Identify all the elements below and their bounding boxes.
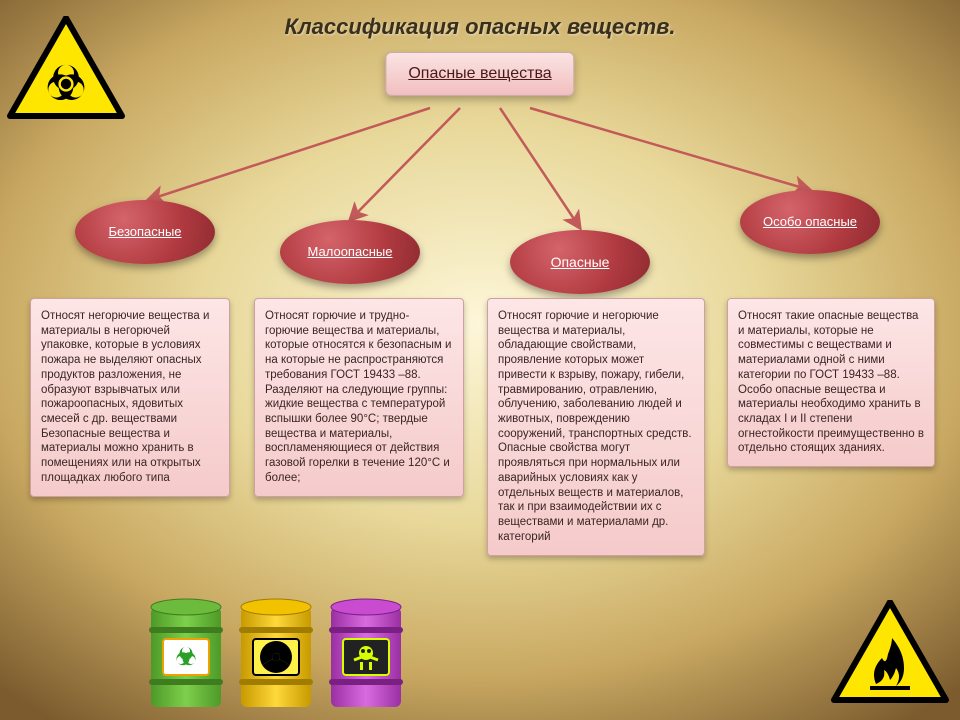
category-oval-very: Особо опасные <box>740 190 880 254</box>
category-label: Опасные <box>551 254 610 270</box>
flammable-warning-icon <box>830 600 950 704</box>
arrow-1 <box>148 108 430 200</box>
page-title: Классификация опасных веществ. <box>0 14 960 40</box>
category-oval-dangerous: Опасные <box>510 230 650 294</box>
desc-box-low: Относят горючие и трудно-горючие веществ… <box>254 298 464 497</box>
category-label: Безопасные <box>108 225 181 240</box>
barrel-yellow <box>235 597 317 712</box>
root-node: Опасные вещества <box>385 52 574 96</box>
desc-box-dangerous: Относят горючие и негорючие вещества и м… <box>487 298 705 556</box>
desc-box-safe: Относят негорючие вещества и материалы в… <box>30 298 230 497</box>
category-oval-safe: Безопасные <box>75 200 215 264</box>
arrow-3 <box>500 108 580 228</box>
category-label: Малоопасные <box>308 245 393 260</box>
category-label: Особо опасные <box>763 215 857 230</box>
desc-box-very: Относят такие опасные вещества и материа… <box>727 298 935 467</box>
barrel-green <box>145 597 227 712</box>
biohazard-warning-icon <box>6 16 126 120</box>
arrow-4 <box>530 108 810 190</box>
root-node-label: Опасные вещества <box>408 65 551 82</box>
arrow-2 <box>350 108 460 220</box>
category-oval-low: Малоопасные <box>280 220 420 284</box>
barrel-purple <box>325 597 407 712</box>
